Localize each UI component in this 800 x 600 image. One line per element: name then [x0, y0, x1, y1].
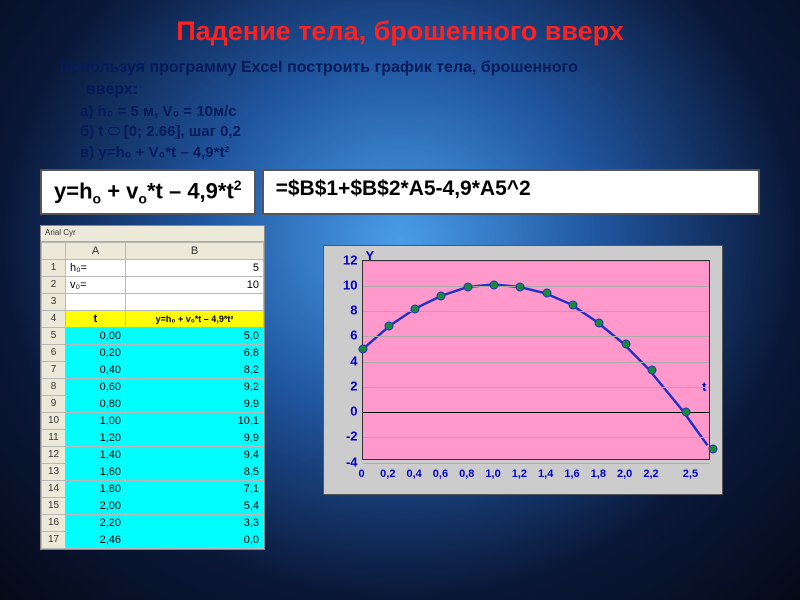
- y-tick: 4: [328, 353, 358, 368]
- table-row: 121,409,4: [42, 446, 264, 463]
- data-point: [682, 408, 691, 417]
- data-point: [437, 292, 446, 301]
- table-row: 60,206,8: [42, 344, 264, 361]
- gridline: [363, 286, 709, 287]
- x-tick: 1,8: [591, 468, 606, 480]
- x-tick: 2,2: [643, 468, 658, 480]
- excel-table: A B 1 h₀= 5 2 v₀= 10 3 4 t y=h₀ + v₀*t –…: [41, 242, 264, 549]
- data-point: [358, 345, 367, 354]
- task-desc: Используя программу Excel построить граф…: [60, 57, 760, 100]
- x-tick: 0,2: [380, 468, 395, 480]
- gridline: [363, 387, 709, 388]
- table-row: 80,609,2: [42, 378, 264, 395]
- element-of-icon: [108, 127, 120, 135]
- bullet-c: в) y=h₀ + V₀*t – 4,9*t²: [80, 143, 760, 163]
- chart: Y t -4-202468101200,20,40,60,81,01,21,41…: [323, 245, 723, 495]
- table-row: 50,005,0: [42, 327, 264, 344]
- table-row: 172,460,0: [42, 531, 264, 548]
- x-tick: 2,0: [617, 468, 632, 480]
- data-point: [411, 304, 420, 313]
- slide-content: Падение тела, брошенного вверх Используя…: [0, 0, 800, 566]
- x-tick: 0,8: [459, 468, 474, 480]
- y-tick: 12: [328, 252, 358, 267]
- x-tick: 1,4: [538, 468, 553, 480]
- col-header-row: A B: [42, 242, 264, 259]
- y-tick: -4: [328, 454, 358, 469]
- table-row: 162,203,3: [42, 514, 264, 531]
- data-point: [647, 366, 656, 375]
- y-tick: 0: [328, 404, 358, 419]
- table-row: 152,005,4: [42, 497, 264, 514]
- y-tick: -2: [328, 429, 358, 444]
- table-row: 70,408,2: [42, 361, 264, 378]
- data-point: [490, 280, 499, 289]
- table-row: 131,608,5: [42, 463, 264, 480]
- x-tick: 2,5: [683, 468, 698, 480]
- gridline: [363, 437, 709, 438]
- table-row: 90,809,9: [42, 395, 264, 412]
- formula-row: y=ho + vo*t – 4,9*t2 =$B$1+$B$2*A5-4,9*A…: [40, 169, 760, 215]
- x-tick: 0: [358, 468, 364, 480]
- formula-right: =$B$1+$B$2*A5-4,9*A5^2: [262, 169, 760, 215]
- x-tick: 0,6: [433, 468, 448, 480]
- plot-area: t: [362, 260, 710, 460]
- data-point: [463, 283, 472, 292]
- table-row: 101,0010,1: [42, 412, 264, 429]
- data-point: [384, 322, 393, 331]
- data-point: [708, 444, 717, 453]
- bullet-b: б) t [0; 2.66], шаг 0,2: [80, 122, 760, 142]
- gridline: [363, 336, 709, 337]
- y-tick: 8: [328, 303, 358, 318]
- data-point: [542, 289, 551, 298]
- chart-wrap: Y t -4-202468101200,20,40,60,81,01,21,41…: [285, 225, 760, 495]
- gridline: [363, 362, 709, 363]
- x-tick: 1,6: [564, 468, 579, 480]
- data-point: [595, 318, 604, 327]
- table-row: 111,209,9: [42, 429, 264, 446]
- y-tick: 6: [328, 328, 358, 343]
- gridline: [363, 412, 709, 413]
- lower-row: Arial Cyr A B 1 h₀= 5 2 v₀= 10 3 4: [40, 225, 760, 550]
- x-tick: 1,0: [485, 468, 500, 480]
- table-row: 141,807,1: [42, 480, 264, 497]
- data-point: [621, 339, 630, 348]
- x-tick: 1,2: [512, 468, 527, 480]
- gridline: [363, 463, 709, 464]
- curve-line: [363, 261, 709, 459]
- excel-toolbar: Arial Cyr: [41, 226, 264, 242]
- y-tick: 10: [328, 277, 358, 292]
- gridline: [363, 261, 709, 262]
- excel-screenshot: Arial Cyr A B 1 h₀= 5 2 v₀= 10 3 4: [40, 225, 265, 550]
- data-point: [569, 300, 578, 309]
- x-tick: 0,4: [406, 468, 421, 480]
- formula-left: y=ho + vo*t – 4,9*t2: [40, 169, 256, 215]
- y-tick: 2: [328, 378, 358, 393]
- slide-title: Падение тела, брошенного вверх: [40, 16, 760, 47]
- bullet-a: а) h₀ = 5 м, V₀ = 10м/с: [80, 102, 760, 122]
- data-point: [516, 283, 525, 292]
